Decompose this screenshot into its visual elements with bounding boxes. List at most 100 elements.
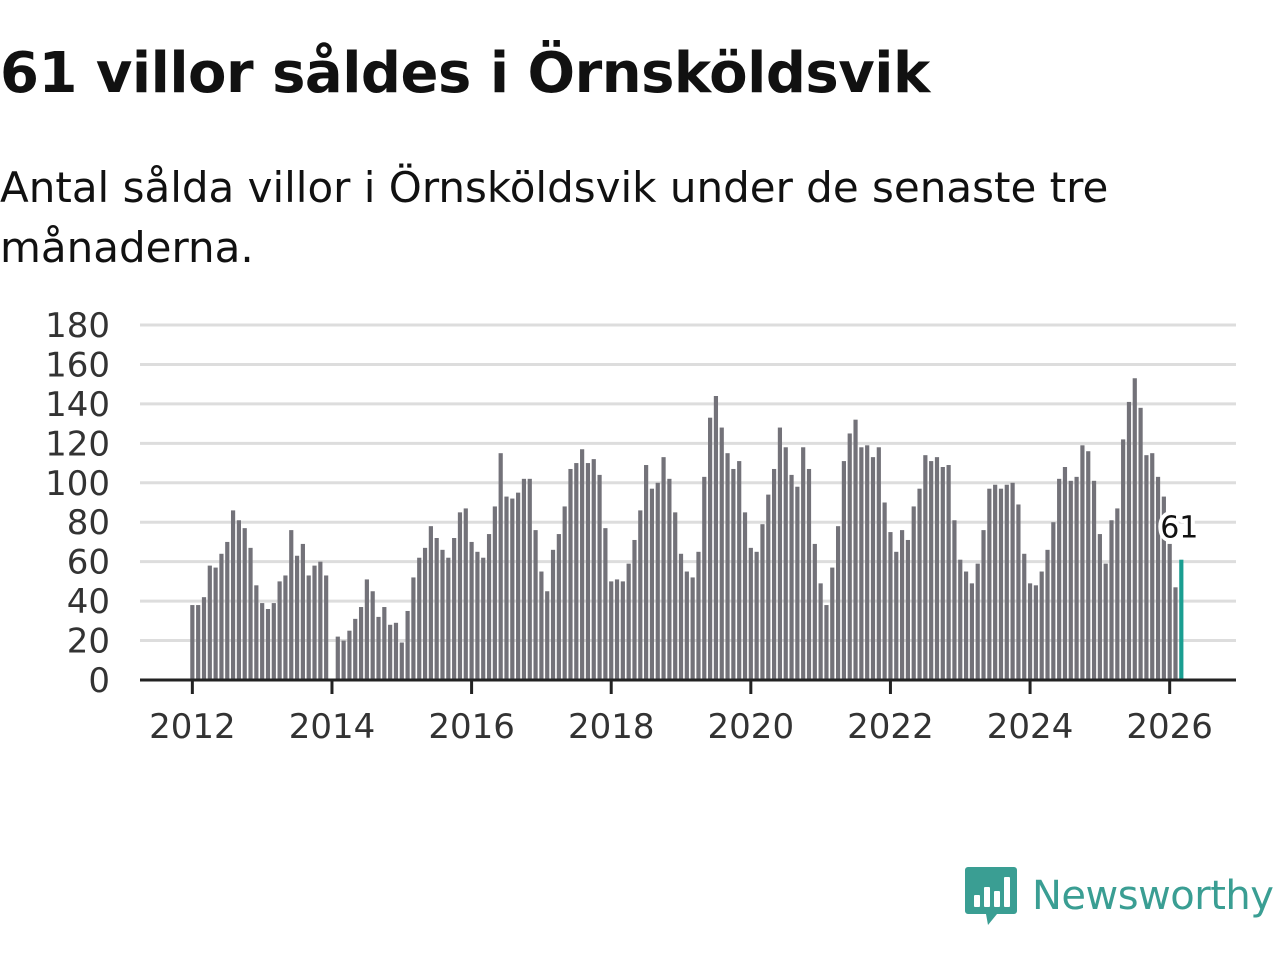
bar <box>545 591 550 680</box>
bar <box>742 512 748 680</box>
bar <box>196 605 201 680</box>
bar <box>1068 480 1073 680</box>
bar <box>830 567 835 680</box>
bar <box>388 624 393 680</box>
bar <box>230 510 236 680</box>
bar <box>603 528 608 680</box>
bar <box>1115 508 1120 680</box>
bar <box>440 549 445 680</box>
bar <box>655 482 660 680</box>
bar <box>306 575 311 680</box>
bar <box>1057 478 1062 680</box>
bar <box>353 618 358 680</box>
bar <box>661 457 666 680</box>
bar <box>882 502 887 680</box>
bar <box>492 506 497 680</box>
bar <box>399 642 404 680</box>
y-tick-label: 80 <box>67 503 110 543</box>
bar <box>702 476 707 680</box>
bar <box>434 538 439 680</box>
bar <box>422 547 428 680</box>
bar <box>894 551 899 680</box>
bar <box>1080 445 1085 680</box>
y-tick-label: 140 <box>45 385 110 425</box>
bar <box>364 579 369 680</box>
bar <box>620 581 625 680</box>
bar <box>382 607 387 680</box>
bar <box>254 585 259 680</box>
bar <box>469 541 474 680</box>
bar <box>283 575 288 680</box>
bar <box>678 553 684 680</box>
bar <box>1155 476 1161 680</box>
bar <box>766 494 771 680</box>
bar <box>899 530 905 680</box>
bar <box>1132 378 1137 680</box>
y-tick-label: 0 <box>88 661 110 701</box>
bar <box>376 616 381 680</box>
bar <box>341 640 346 680</box>
bar <box>318 561 323 680</box>
bar <box>708 417 713 680</box>
bar <box>452 538 457 680</box>
x-axis: 2012 2014 2016 2018 2020 2022 2024 2026 <box>140 678 1236 747</box>
bar <box>1074 476 1079 680</box>
bar <box>719 427 724 680</box>
bar <box>347 630 352 680</box>
bar <box>690 577 695 680</box>
bar <box>812 543 817 680</box>
bar <box>626 563 631 680</box>
bar <box>940 467 945 680</box>
bar <box>236 520 241 680</box>
bar <box>859 447 864 680</box>
bar <box>242 528 247 680</box>
bar <box>644 465 649 680</box>
bar <box>649 488 655 680</box>
bar <box>1167 543 1172 680</box>
y-tick-label: 160 <box>45 345 110 385</box>
bar <box>1039 571 1044 680</box>
bar <box>987 488 992 680</box>
x-tick-label: 2018 <box>568 707 655 747</box>
bar <box>760 524 765 680</box>
bar <box>207 565 212 680</box>
bar <box>1016 504 1021 680</box>
bar <box>1027 583 1033 680</box>
gridlines <box>140 323 1236 643</box>
bar <box>946 465 951 680</box>
bar <box>597 474 602 680</box>
bar <box>801 447 806 680</box>
bar <box>446 557 451 680</box>
bar <box>393 622 399 680</box>
bar <box>539 571 544 680</box>
bar <box>684 571 689 680</box>
bar <box>963 571 969 680</box>
bar <box>585 463 591 680</box>
bar <box>806 468 812 680</box>
bar <box>1022 553 1027 680</box>
bar <box>958 559 963 680</box>
bar <box>417 557 422 680</box>
bar <box>667 478 672 680</box>
bar <box>1121 439 1126 680</box>
bar <box>510 498 515 680</box>
bar <box>934 457 940 680</box>
brand: Newsworthy <box>964 864 1274 928</box>
bar <box>923 455 928 680</box>
y-tick-label: 120 <box>45 424 110 464</box>
bar <box>905 539 910 680</box>
bar <box>411 577 416 680</box>
bar <box>783 447 788 680</box>
bar <box>1004 484 1009 680</box>
bar <box>463 508 468 680</box>
bar <box>865 445 870 680</box>
bar <box>568 468 573 680</box>
annotations: 61 <box>1156 507 1202 550</box>
x-tick-label: 2020 <box>708 707 795 747</box>
bar <box>1150 453 1155 680</box>
bar <box>748 547 753 680</box>
bar <box>847 433 852 680</box>
x-tick-label: 2012 <box>149 707 236 747</box>
bar <box>498 453 503 680</box>
bar <box>201 597 207 680</box>
